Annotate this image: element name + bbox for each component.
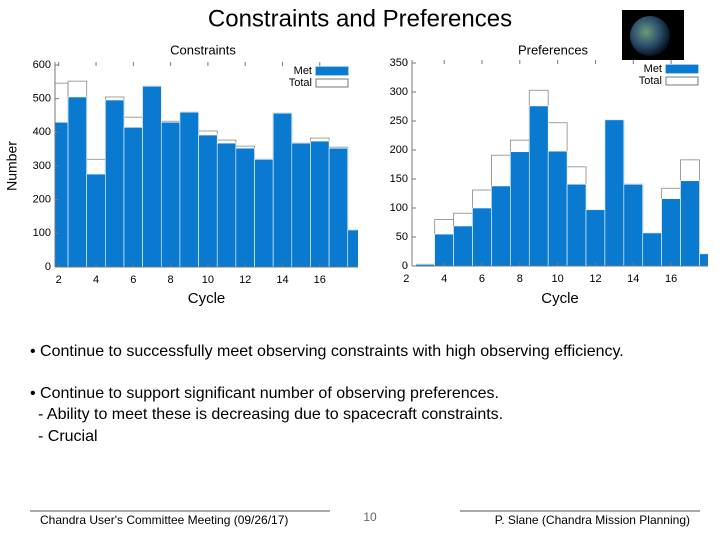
bar: [453, 225, 473, 266]
x-tick-label: 8: [517, 273, 523, 285]
legend-swatch: [315, 78, 349, 88]
bar: [123, 126, 143, 267]
legend-label: Met: [294, 65, 312, 77]
bar: [216, 142, 237, 267]
y-tick-label: 0: [45, 261, 51, 273]
slide-title: Constraints and Preferences: [208, 5, 512, 32]
y-tick-label: 300: [33, 160, 51, 172]
bar: [86, 173, 106, 267]
y-tick-label: 400: [33, 126, 51, 138]
legend-swatch: [315, 66, 349, 76]
bar: [661, 198, 681, 266]
bar: [179, 111, 199, 267]
bar: [347, 229, 358, 267]
legend-label: Total: [289, 77, 312, 89]
y-tick-label: 500: [33, 93, 51, 105]
x-tick-label: 16: [665, 273, 677, 285]
bar: [434, 233, 454, 266]
x-tick-label: 8: [168, 274, 174, 286]
globe: [630, 16, 670, 56]
y-tick-label: 200: [390, 144, 408, 156]
x-tick-label: 4: [93, 274, 99, 286]
y-tick-label: 300: [390, 86, 408, 98]
y-tick-label: 0: [402, 260, 408, 272]
bullet: • Continue to successfully meet observin…: [30, 343, 624, 360]
bar: [566, 183, 587, 266]
bar: [105, 99, 125, 267]
bar: [291, 142, 311, 267]
x-tick-label: 4: [441, 273, 447, 285]
bar: [142, 85, 162, 267]
sub-bullet: - Crucial: [38, 428, 98, 445]
bar: [235, 147, 255, 267]
x-tick-label: 16: [314, 274, 326, 286]
bar: [642, 232, 662, 266]
x-tick-label: 12: [239, 274, 251, 286]
y-tick-label: 100: [390, 202, 408, 214]
bar: [67, 96, 87, 267]
bar: [55, 121, 69, 267]
x-axis-label: Cycle: [541, 290, 579, 307]
bar: [491, 185, 511, 266]
x-tick-label: 6: [479, 273, 485, 285]
y-tick-label: 250: [390, 115, 408, 127]
page-number: 10: [363, 510, 377, 524]
x-tick-label: 10: [202, 274, 214, 286]
bar: [604, 119, 625, 266]
bar: [510, 151, 530, 266]
x-tick-label: 2: [403, 273, 409, 285]
y-tick-label: 600: [33, 59, 51, 71]
bar: [623, 183, 644, 266]
x-tick-label: 14: [627, 273, 639, 285]
x-tick-label: 10: [552, 273, 564, 285]
x-tick-label: 6: [130, 274, 136, 286]
footer-right: P. Slane (Chandra Mission Planning): [495, 513, 690, 527]
chart-title: Constraints: [170, 42, 236, 57]
bar: [699, 253, 708, 266]
bar: [160, 121, 181, 267]
bar: [528, 105, 549, 266]
bars: [415, 89, 708, 266]
bar: [198, 134, 218, 267]
sub-bullet: - Ability to meet these is decreasing du…: [38, 406, 503, 423]
x-axis-label: Cycle: [188, 290, 226, 307]
bar: [472, 207, 492, 266]
bar: [310, 140, 330, 267]
bar: [328, 147, 349, 267]
bar: [272, 112, 293, 267]
y-tick-label: 50: [396, 231, 408, 243]
chart-title: Preferences: [518, 42, 589, 57]
x-tick-label: 12: [589, 273, 601, 285]
legend-swatch: [665, 76, 699, 86]
x-tick-label: 14: [276, 274, 288, 286]
bar: [254, 158, 274, 267]
footer-left: Chandra User's Committee Meeting (09/26/…: [40, 513, 288, 527]
y-tick-label: 200: [33, 194, 51, 206]
y-tick-label: 100: [33, 227, 51, 239]
y-tick-label: 150: [390, 173, 408, 185]
bar: [547, 150, 568, 266]
y-axis-label: Number: [4, 141, 20, 191]
bars: [55, 80, 358, 267]
legend-swatch: [665, 64, 699, 74]
bar: [585, 209, 606, 266]
bar: [680, 180, 700, 266]
legend-label: Total: [639, 75, 662, 87]
bullet: • Continue to support significant number…: [30, 385, 499, 402]
legend-label: Met: [644, 63, 662, 75]
x-tick-label: 2: [56, 274, 62, 286]
y-tick-label: 350: [390, 57, 408, 69]
